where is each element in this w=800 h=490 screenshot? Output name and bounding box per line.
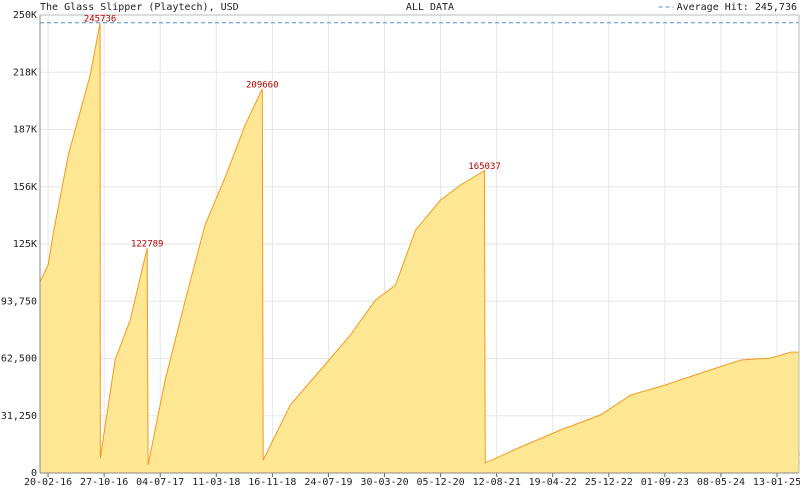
x-tick-label: 13-01-25 [753,477,800,488]
x-tick-label: 08-05-24 [697,477,745,488]
x-tick-label: 20-02-16 [24,477,72,488]
y-tick-label: 0 [31,468,37,479]
x-tick-label: 05-12-20 [416,477,464,488]
x-tick-label: 12-08-21 [473,477,521,488]
area [40,22,799,474]
y-tick-label: 187K [13,125,37,136]
y-tick-label: 250K [13,10,37,21]
x-tick-label: 04-07-17 [136,477,184,488]
peak-label: 165037 [468,162,501,172]
x-tick-label: 11-03-18 [192,477,240,488]
x-tick-label: 24-07-19 [304,477,352,488]
legend-label: Average Hit: 245,736 [677,2,797,13]
x-tick-label: 30-03-20 [360,477,408,488]
chart-subtitle: ALL DATA [406,2,454,13]
chart-title: The Glass Slipper (Playtech), USD [40,2,239,13]
peak-label: 209660 [246,80,279,90]
y-tick-label: 31,250 [1,411,37,422]
y-tick-label: 93,750 [1,296,37,307]
x-tick-label: 16-11-18 [248,477,296,488]
x-tick-label: 25-12-22 [585,477,633,488]
peak-label: 245736 [84,14,117,24]
peak-label: 122789 [131,240,164,250]
y-tick-label: 125K [13,239,37,250]
y-tick-label: 156K [13,182,37,193]
y-tick-label: 62,500 [1,354,37,365]
x-tick-label: 01-09-23 [641,477,689,488]
x-tick-label: 19-04-22 [529,477,577,488]
y-tick-label: 218K [13,67,37,78]
x-tick-label: 27-10-16 [80,477,128,488]
line [39,22,799,465]
